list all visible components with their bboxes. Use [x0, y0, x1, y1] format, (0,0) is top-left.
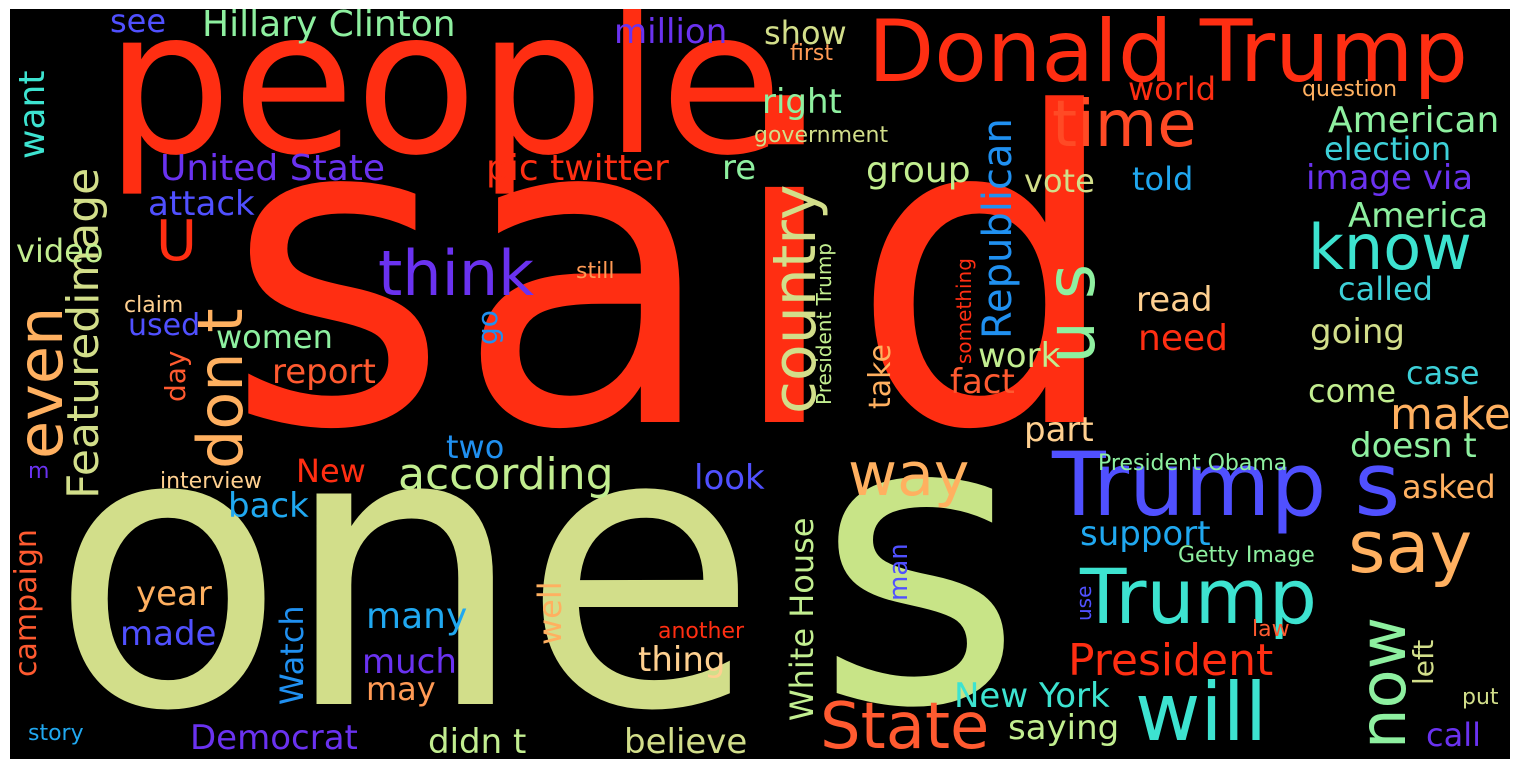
word-going: going: [1310, 312, 1405, 352]
word-way: way: [848, 440, 970, 510]
word-cloud: said one people s Donald Trump Trump s T…: [10, 9, 1510, 759]
word-democrat: Democrat: [190, 718, 358, 758]
word-white-house: White House: [783, 517, 821, 722]
word-another: another: [658, 619, 745, 644]
word-show: show: [764, 14, 847, 52]
word-american: American: [1328, 100, 1500, 141]
word-trump-2: Trump: [1080, 552, 1317, 641]
word-re: re: [722, 148, 757, 188]
word-back: back: [228, 486, 309, 526]
word-s-big: s: [815, 331, 1024, 760]
word-group: group: [866, 150, 971, 191]
word-attack: attack: [148, 184, 255, 224]
word-watch: Watch: [273, 605, 311, 705]
word-didn-t: didn t: [428, 722, 527, 759]
word-u: U: [156, 209, 197, 274]
word-election: election: [1324, 130, 1452, 168]
word-vote: vote: [1024, 162, 1095, 200]
word-doesn-t: doesn t: [1350, 426, 1477, 466]
word-left: left: [1407, 639, 1440, 685]
word-use: use: [1072, 585, 1096, 621]
word-state: State: [820, 690, 990, 759]
word-see: see: [110, 9, 167, 40]
word-used: used: [128, 308, 201, 343]
word-hillary-clinton: Hillary Clinton: [202, 9, 456, 45]
word-much: much: [362, 642, 457, 682]
word-right: right: [762, 82, 842, 122]
word-america: America: [1348, 196, 1489, 236]
word-people: people: [105, 9, 783, 200]
word-go: go: [471, 310, 504, 345]
word-make: make: [1390, 389, 1510, 440]
word-told: told: [1132, 160, 1194, 198]
word-made: made: [120, 614, 217, 654]
word-will: will: [1135, 666, 1268, 759]
word-look: look: [694, 458, 765, 498]
word-something: something: [952, 258, 976, 364]
word-image-via: image via: [1306, 158, 1474, 198]
word-work: work: [978, 336, 1061, 376]
word-video: video: [16, 232, 104, 270]
word-asked: asked: [1402, 468, 1496, 506]
word-claim: claim: [124, 293, 184, 318]
word-campaign: campaign: [10, 529, 44, 677]
word-time: time: [1052, 88, 1197, 162]
word-saying: saying: [1008, 708, 1120, 748]
word-part: part: [1024, 410, 1094, 450]
word-president: according: [398, 449, 614, 500]
word-republican: President: [1068, 635, 1274, 686]
word-president-trump: President Trump: [812, 242, 836, 405]
word-donald-trump: Donald Trump: [868, 9, 1468, 102]
word-question: question: [1302, 77, 1398, 102]
word-may: may: [366, 670, 436, 708]
word-government: government: [754, 123, 889, 148]
word-well: well: [531, 581, 569, 645]
word-many: many: [366, 596, 468, 637]
word-world: world: [1128, 70, 1217, 108]
word-report: report: [272, 352, 376, 392]
word-million: million: [614, 12, 728, 52]
word-new-york: New York: [954, 676, 1110, 716]
word-m: m: [28, 459, 50, 484]
word-first: first: [790, 41, 833, 66]
word-year: year: [136, 574, 212, 614]
word-president-obama: President Obama: [1098, 451, 1288, 476]
word-take: take: [863, 344, 898, 409]
word-think: think: [378, 237, 535, 310]
word-say: say: [1348, 505, 1473, 589]
word-call: call: [1426, 716, 1481, 754]
word-come: come: [1308, 372, 1397, 410]
word-new: New: [296, 452, 366, 490]
word-getty-image: Getty Image: [1178, 543, 1315, 568]
word-trump-s: Trump s: [1052, 433, 1401, 536]
word-pic-twitter: pic twitter: [486, 148, 669, 189]
word-need: need: [1138, 318, 1228, 359]
word-support: support: [1080, 514, 1211, 554]
word-called: called: [1338, 270, 1433, 308]
word-thing: thing: [638, 640, 726, 680]
word-know: know: [1308, 211, 1472, 284]
word-still: still: [576, 259, 615, 284]
word-put: put: [1462, 685, 1499, 710]
word-believe: believe: [624, 722, 748, 759]
word-case: case: [1406, 354, 1480, 392]
word-two: two: [446, 428, 505, 466]
word-day: day: [159, 350, 192, 402]
word-man: man: [884, 543, 914, 601]
word-read: read: [1136, 280, 1213, 320]
word-said: said: [225, 24, 1129, 524]
word-law: law: [1252, 617, 1290, 642]
word-story: story: [28, 721, 84, 746]
word-women: women: [216, 318, 333, 356]
word-united-state: United State: [160, 148, 386, 189]
word-one: one: [50, 347, 758, 760]
word-featuredimage: Featuredimage: [58, 167, 109, 499]
word-want: want: [12, 70, 53, 159]
word-according: Republican: [975, 118, 1021, 339]
word-interview: interview: [160, 469, 262, 494]
word-fact: fact: [950, 362, 1015, 402]
